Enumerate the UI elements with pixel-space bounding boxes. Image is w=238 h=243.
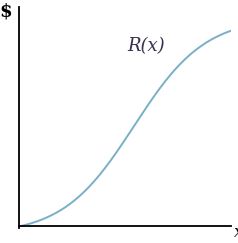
- Text: x: x: [234, 224, 238, 241]
- Text: R(x): R(x): [127, 37, 165, 55]
- Text: $: $: [0, 2, 12, 20]
